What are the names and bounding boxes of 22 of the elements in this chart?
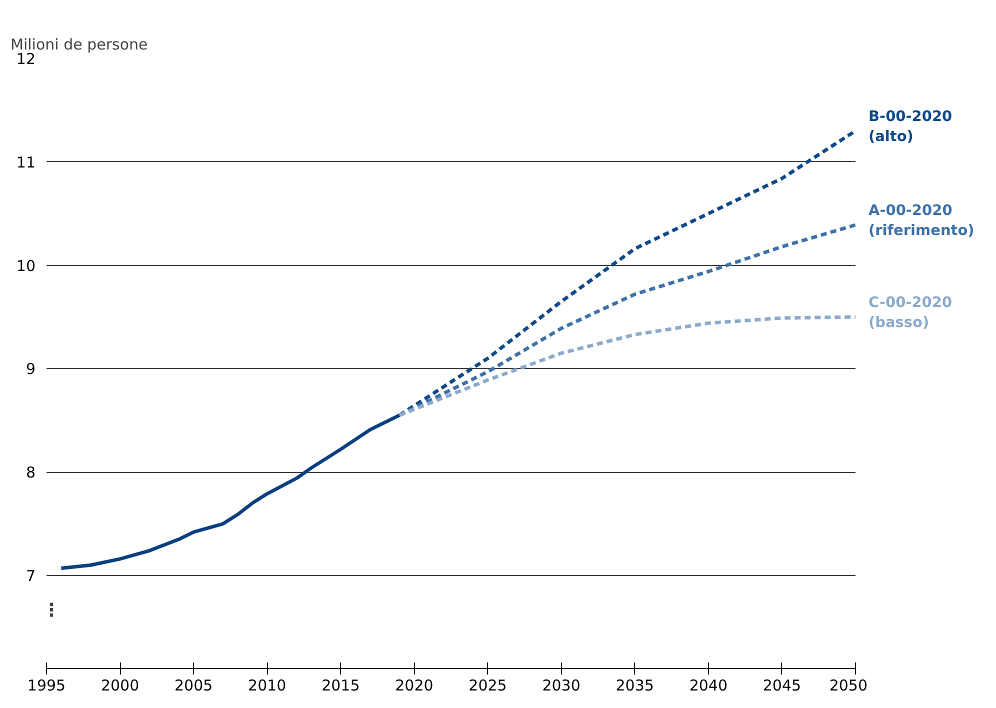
series-label: C-00-2020 (basso) (868, 294, 952, 331)
x-tick-label: 2030 (542, 676, 580, 694)
y-tick-label: 10 (16, 256, 36, 275)
series-label: A-00-2020 (riferimento) (868, 202, 974, 239)
x-tick-label: 1995 (27, 676, 66, 694)
x-tick-label: 2035 (616, 676, 654, 694)
x-tick-label: 2010 (248, 676, 286, 694)
y-tick-label: 11 (16, 153, 36, 172)
x-tick-label: 2000 (100, 676, 140, 694)
x-tick-label: 2050 (829, 676, 868, 694)
y-tick-label: 8 (26, 464, 36, 482)
annotation: ⋮ (42, 600, 60, 621)
x-tick-label: 2040 (689, 676, 728, 694)
x-tick-label: 2045 (762, 676, 802, 694)
x-tick-label: 2015 (322, 676, 360, 694)
y-tick-label: 9 (26, 360, 36, 378)
line-series (398, 315, 856, 417)
series-label: B-00-2020 (alto) (868, 108, 952, 145)
y-tick-label: 7 (26, 566, 36, 585)
x-tick-label: 2025 (468, 676, 507, 694)
x-tick-label: 2005 (174, 676, 213, 694)
x-tick-label: 2020 (395, 676, 434, 694)
